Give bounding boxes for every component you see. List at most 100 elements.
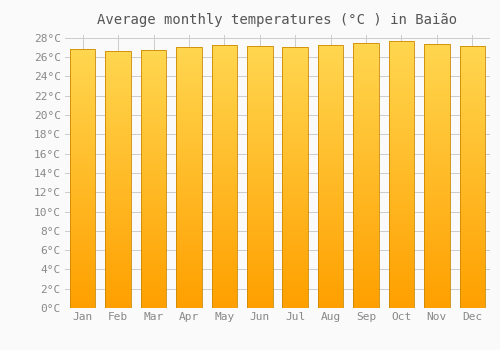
Bar <box>460 164 485 167</box>
Bar <box>247 75 272 78</box>
Bar <box>460 82 485 85</box>
Bar <box>282 135 308 138</box>
Bar <box>318 173 344 176</box>
Bar <box>176 148 202 151</box>
Bar <box>70 66 96 69</box>
Bar <box>141 302 167 305</box>
Bar <box>388 251 414 254</box>
Bar <box>354 43 379 46</box>
Bar <box>70 188 96 192</box>
Bar <box>424 50 450 54</box>
Bar <box>354 232 379 235</box>
Bar <box>106 109 131 112</box>
Bar <box>141 153 167 157</box>
Bar <box>424 288 450 292</box>
Bar <box>212 144 237 147</box>
Bar <box>176 230 202 233</box>
Bar <box>176 96 202 99</box>
Bar <box>282 102 308 105</box>
Bar <box>424 179 450 182</box>
Bar <box>388 164 414 168</box>
Bar <box>212 51 237 55</box>
Bar <box>388 68 414 71</box>
Bar <box>106 183 131 186</box>
Bar <box>388 91 414 94</box>
Bar <box>318 282 344 285</box>
Bar <box>70 227 96 230</box>
Bar <box>388 81 414 84</box>
Bar <box>354 268 379 272</box>
Bar <box>141 208 167 211</box>
Bar <box>354 261 379 265</box>
Bar <box>318 64 344 68</box>
Bar <box>282 288 308 292</box>
Bar <box>212 45 237 308</box>
Bar <box>460 203 485 206</box>
Bar <box>70 140 96 143</box>
Bar <box>70 234 96 237</box>
Bar <box>354 83 379 86</box>
Bar <box>106 302 131 305</box>
Bar <box>70 166 96 169</box>
Bar <box>247 213 272 216</box>
Bar <box>247 301 272 305</box>
Bar <box>460 128 485 131</box>
Bar <box>247 108 272 111</box>
Bar <box>70 120 96 124</box>
Bar <box>247 187 272 190</box>
Bar <box>318 249 344 252</box>
Bar <box>212 127 237 130</box>
Bar <box>70 250 96 253</box>
Bar <box>318 137 344 140</box>
Bar <box>106 71 131 74</box>
Bar <box>388 271 414 275</box>
Bar <box>212 189 237 193</box>
Bar <box>318 216 344 219</box>
Bar <box>282 298 308 301</box>
Bar <box>282 262 308 266</box>
Bar <box>106 138 131 141</box>
Bar <box>247 285 272 288</box>
Bar <box>318 232 344 236</box>
Bar <box>354 281 379 285</box>
Bar <box>424 252 450 255</box>
Bar <box>247 141 272 144</box>
Bar <box>460 114 485 118</box>
Bar <box>106 253 131 257</box>
Bar <box>424 90 450 93</box>
Bar <box>70 98 96 101</box>
Bar <box>70 243 96 247</box>
Bar <box>424 60 450 63</box>
Bar <box>212 199 237 203</box>
Bar <box>176 63 202 66</box>
Bar <box>388 265 414 268</box>
Bar <box>424 169 450 173</box>
Bar <box>70 53 96 56</box>
Bar <box>70 108 96 111</box>
Bar <box>318 298 344 301</box>
Bar <box>212 58 237 61</box>
Bar <box>141 289 167 292</box>
Bar <box>70 159 96 163</box>
Bar <box>212 150 237 153</box>
Bar <box>141 286 167 289</box>
Bar <box>247 134 272 138</box>
Bar <box>424 265 450 268</box>
Bar <box>460 282 485 285</box>
Bar <box>282 83 308 86</box>
Bar <box>388 101 414 104</box>
Bar <box>354 175 379 178</box>
Bar <box>212 268 237 272</box>
Bar <box>282 174 308 177</box>
Bar <box>141 147 167 150</box>
Bar <box>70 88 96 91</box>
Bar <box>424 44 450 47</box>
Bar <box>247 167 272 170</box>
Bar <box>141 282 167 286</box>
Bar <box>141 205 167 208</box>
Bar <box>354 96 379 99</box>
Bar <box>106 103 131 106</box>
Bar <box>388 228 414 231</box>
Bar <box>176 122 202 125</box>
Bar <box>354 195 379 198</box>
